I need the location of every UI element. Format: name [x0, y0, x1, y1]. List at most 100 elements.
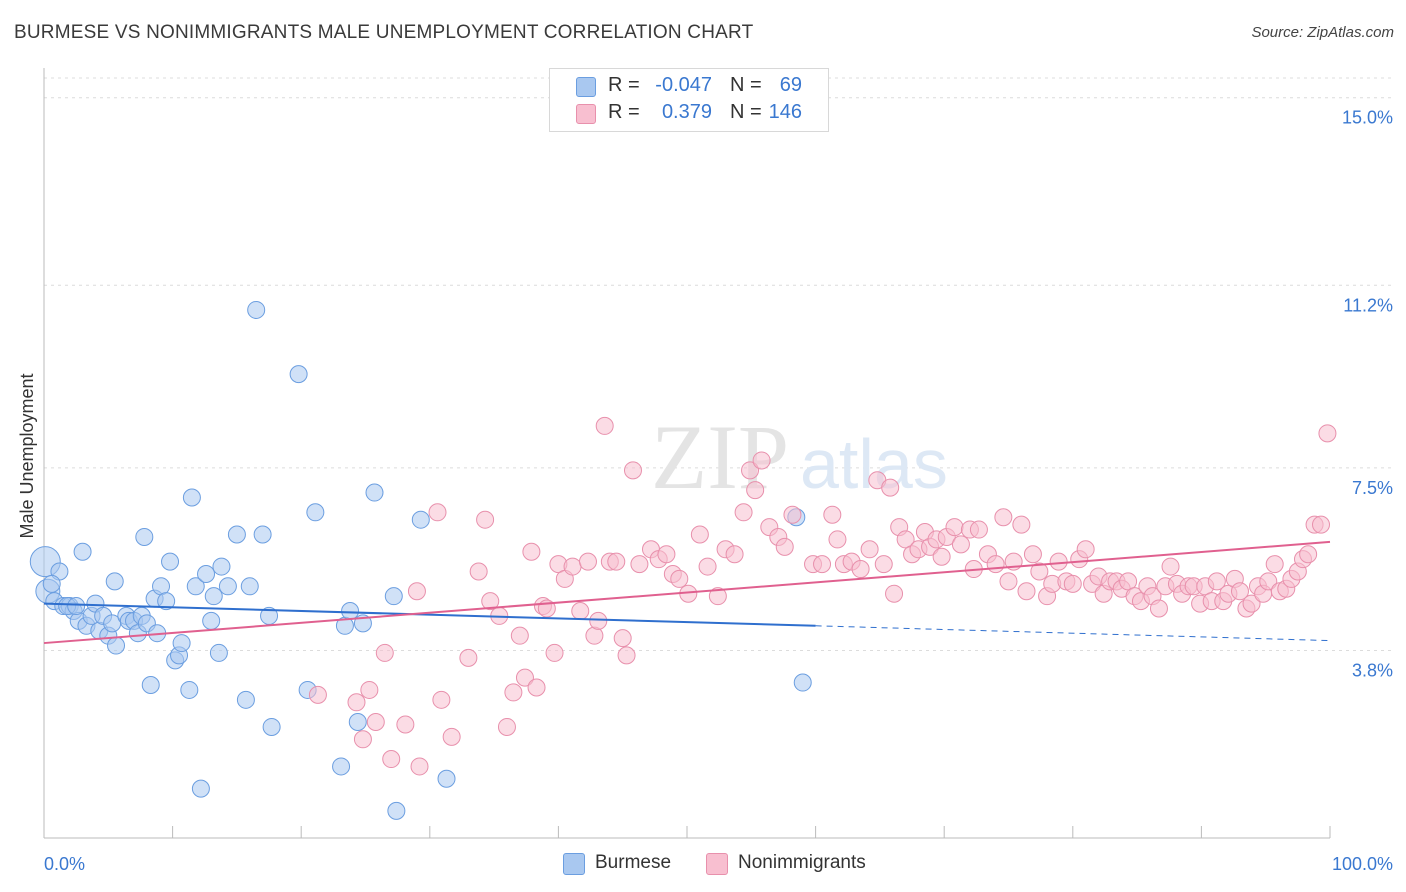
data-point: [515, 668, 534, 687]
data-point: [107, 636, 126, 655]
legend-n-label: N =: [730, 101, 762, 123]
data-point: [442, 727, 461, 746]
data-point: [262, 717, 281, 736]
data-point: [969, 520, 988, 539]
data-point: [617, 646, 636, 665]
data-point: [218, 577, 237, 596]
data-point: [545, 643, 564, 662]
data-point: [725, 545, 744, 564]
data-point: [527, 678, 546, 697]
data-point: [247, 300, 266, 319]
data-point: [670, 569, 689, 588]
data-point: [172, 634, 191, 653]
trend-line-extension: [815, 625, 1331, 642]
data-point: [999, 572, 1018, 591]
data-point: [783, 505, 802, 524]
data-point: [204, 587, 223, 606]
data-point: [752, 451, 771, 470]
legend-swatch-burmese: [563, 853, 585, 875]
data-point: [578, 552, 597, 571]
legend-row-nonimmigrants: R = 0.379 N = 146: [550, 101, 828, 127]
x-tick-labels: 0.0% 100.0%: [44, 854, 1393, 874]
data-point: [308, 685, 327, 704]
correlation-legend: R = -0.047 N = 69 R = 0.379 N = 146: [549, 68, 829, 132]
data-point: [945, 518, 964, 537]
data-point: [182, 488, 201, 507]
data-point: [432, 690, 451, 709]
data-point: [1259, 572, 1278, 591]
y-tick-label: 15.0%: [1342, 108, 1393, 128]
legend-n-value: 69: [779, 74, 802, 96]
data-point: [986, 555, 1005, 574]
data-point: [1063, 574, 1082, 593]
data-point: [332, 757, 351, 776]
data-point: [73, 542, 92, 561]
data-point: [407, 582, 426, 601]
legend-r-value: 0.379: [661, 101, 712, 123]
data-point: [746, 481, 765, 500]
data-point: [481, 592, 500, 611]
data-point: [382, 750, 401, 769]
legend-label-nonimmigrants: Nonimmigrants: [738, 852, 866, 873]
data-point: [623, 461, 642, 480]
data-point: [306, 503, 325, 522]
data-point: [510, 626, 529, 645]
data-point: [202, 611, 221, 630]
data-point: [180, 680, 199, 699]
data-point: [1230, 582, 1249, 601]
legend-row-burmese: R = -0.047 N = 69: [550, 74, 828, 100]
y-axis-label: Male Unemployment: [17, 373, 37, 538]
data-point: [347, 693, 366, 712]
data-point: [240, 577, 259, 596]
data-point: [860, 540, 879, 559]
trend-line: [43, 602, 816, 627]
data-point: [1017, 582, 1036, 601]
data-point: [353, 730, 372, 749]
trend-line: [43, 540, 1331, 645]
legend-r-label: R =: [608, 74, 640, 96]
data-point: [1076, 540, 1095, 559]
legend-label-burmese: Burmese: [595, 852, 672, 873]
data-point: [1242, 594, 1261, 613]
data-point: [360, 680, 379, 699]
data-point: [497, 717, 516, 736]
data-point: [212, 557, 231, 576]
data-point: [459, 648, 478, 667]
data-point: [197, 564, 216, 583]
data-point: [1023, 545, 1042, 564]
data-point: [135, 527, 154, 546]
data-point: [690, 525, 709, 544]
data-point: [775, 537, 794, 556]
data-point: [410, 757, 429, 776]
data-point: [1265, 555, 1284, 574]
data-point: [428, 503, 447, 522]
y-tick-label: 7.5%: [1352, 478, 1393, 498]
data-point: [67, 597, 86, 616]
axes: [43, 68, 1331, 839]
watermark-atlas: atlas: [800, 425, 948, 503]
data-point: [851, 560, 870, 579]
y-tick-label: 11.2%: [1343, 295, 1393, 315]
data-point: [366, 713, 385, 732]
data-point: [191, 779, 210, 798]
data-point: [741, 461, 760, 480]
data-point: [1049, 552, 1068, 571]
data-point: [1030, 562, 1049, 581]
trend-lines: [43, 540, 1331, 645]
data-point: [1149, 599, 1168, 618]
data-point: [1161, 557, 1180, 576]
series-legend: Burmese Nonimmigrants: [0, 852, 1406, 878]
data-point: [563, 557, 582, 576]
legend-r-value: -0.047: [655, 74, 712, 96]
data-point: [396, 715, 415, 734]
data-point: [469, 562, 488, 581]
data-point: [874, 555, 893, 574]
data-point: [613, 629, 632, 648]
data-point: [522, 542, 541, 561]
data-point: [793, 673, 812, 692]
data-point: [411, 510, 430, 529]
y-tick-label: 3.8%: [1352, 660, 1393, 680]
data-point: [1207, 572, 1226, 591]
data-point: [1318, 424, 1337, 443]
